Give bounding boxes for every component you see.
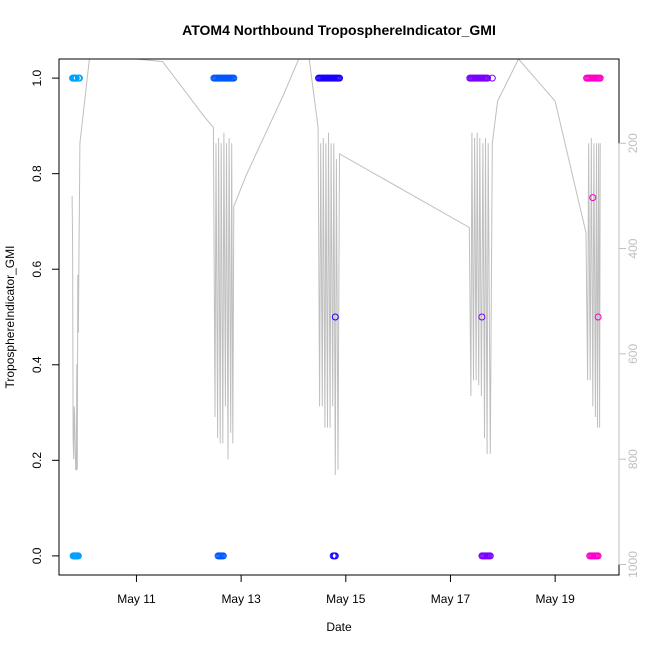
y-tick-label: 0.8 xyxy=(30,165,44,182)
y-tick-label: 0.6 xyxy=(30,261,44,278)
data-point-one xyxy=(75,74,83,82)
data-point-zero xyxy=(219,552,227,560)
y2-tick-label: 400 xyxy=(626,238,640,258)
data-point-mid xyxy=(331,313,339,321)
y2-tick-label: 1000 xyxy=(626,551,640,578)
data-point-one xyxy=(488,74,496,82)
data-point-mid xyxy=(594,313,602,321)
data-point-one xyxy=(336,74,343,82)
y-tick-label: 0.4 xyxy=(30,356,44,373)
data-point-zero xyxy=(74,552,82,560)
data-point-one xyxy=(484,74,492,82)
data-point-mid xyxy=(589,194,597,202)
y-tick-label: 1.0 xyxy=(30,69,44,86)
y2-tick-label: 200 xyxy=(626,133,640,153)
x-tick-label: May 15 xyxy=(326,592,366,606)
y-axis-label: TroposphereIndicator_GMI xyxy=(3,246,17,389)
data-point-one xyxy=(230,74,238,82)
pressure-line xyxy=(71,59,601,476)
indicator-points xyxy=(69,74,604,560)
data-point-mid xyxy=(478,313,486,321)
y-tick-label: 0.2 xyxy=(30,452,44,469)
data-point-one xyxy=(72,74,80,82)
secondary-y-axis: 200 400 600 800 1000 xyxy=(618,133,640,578)
data-point-zero xyxy=(486,552,494,560)
x-axis-label: Date xyxy=(326,620,352,634)
data-point-zero xyxy=(331,552,339,560)
chart-title: ATOM4 Northbound TroposphereIndicator_GM… xyxy=(182,22,496,38)
y2-tick-label: 600 xyxy=(626,344,640,364)
x-tick-label: May 19 xyxy=(535,592,575,606)
y2-tick-label: 800 xyxy=(626,449,640,469)
data-point-zero xyxy=(594,552,602,560)
x-tick-label: May 13 xyxy=(221,592,261,606)
y-tick-label: 0.0 xyxy=(30,547,44,564)
data-point-one xyxy=(596,74,604,82)
x-tick-label: May 11 xyxy=(117,592,156,606)
pressure-series xyxy=(71,59,601,476)
x-tick-label: May 17 xyxy=(431,592,471,606)
x-axis: May 11 May 13 May 15 May 17 May 19 xyxy=(117,574,575,606)
y-axis: 0.0 0.2 0.4 0.6 0.8 1.0 xyxy=(30,69,60,564)
